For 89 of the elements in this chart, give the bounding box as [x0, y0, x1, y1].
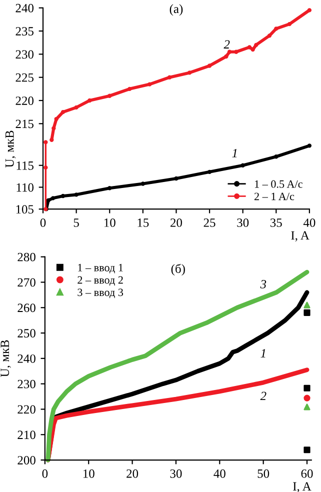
annotation: 2	[260, 392, 266, 400]
point	[187, 70, 192, 75]
point	[234, 50, 238, 54]
legend-label: 2 – ввод 2	[78, 276, 123, 286]
y-axis-title: U, мкВ	[6, 130, 16, 168]
y-tick-label: 250	[18, 329, 36, 338]
x-tick-label: 5	[74, 218, 79, 227]
point	[46, 198, 50, 202]
point	[304, 309, 310, 316]
y-tick-label: 280	[18, 252, 36, 262]
point	[247, 45, 252, 50]
point	[128, 86, 132, 92]
x-tick-label: 60	[301, 469, 313, 478]
legend-label: 1 – 0.5 A/c	[254, 180, 302, 188]
point	[167, 75, 172, 80]
point	[52, 126, 56, 130]
y-tick-label: 110	[16, 183, 34, 192]
x-tick-label: 0	[40, 218, 46, 227]
x-axis-title: I, A	[293, 482, 312, 492]
point	[227, 50, 232, 54]
point	[307, 8, 312, 12]
x-tick-label: 10	[83, 469, 94, 478]
point	[267, 34, 272, 38]
x-tick-label: 20	[126, 469, 138, 478]
y-tick-label: 240	[18, 354, 36, 363]
y-tick-label: 215	[16, 120, 34, 128]
y-tick-label: 220	[16, 96, 34, 105]
x-tick-label: 40	[303, 218, 316, 227]
point	[148, 82, 152, 86]
legend-label: 3 – ввод 3	[78, 288, 124, 298]
x-tick-label: 15	[138, 218, 149, 227]
point	[224, 54, 228, 59]
point	[54, 116, 58, 122]
annotation: 1	[232, 148, 237, 158]
y-tick-label: 230	[18, 380, 36, 388]
point	[174, 176, 178, 181]
x-tick-label: 40	[214, 469, 226, 478]
point	[88, 98, 92, 103]
point	[304, 446, 310, 454]
annotation: 2	[224, 40, 230, 48]
x-tick-label: 0	[42, 469, 48, 478]
x-tick-label: 10	[104, 218, 116, 227]
point	[304, 302, 310, 308]
legend-label: 2 – 1 A/c	[254, 192, 294, 200]
point	[108, 186, 112, 190]
point	[207, 170, 212, 174]
point	[44, 165, 48, 170]
point	[44, 140, 48, 144]
y-tick-label: 270	[18, 278, 36, 287]
x-tick-label: 50	[258, 469, 270, 478]
y-tick-label: 260	[18, 304, 36, 312]
point	[274, 154, 278, 159]
text: (б)	[171, 264, 185, 276]
y-tick-label: 230	[16, 50, 34, 59]
legend-label: 1 – ввод 1	[78, 264, 123, 274]
x-axis-title: I, A	[291, 231, 310, 242]
x-tick-label: 30	[170, 469, 182, 478]
point	[60, 110, 66, 114]
point	[287, 22, 292, 26]
y-tick-label: 225	[16, 73, 34, 82]
point	[274, 26, 278, 31]
point	[207, 64, 212, 68]
x-tick-label: 25	[204, 218, 216, 227]
y-tick-label: 200	[18, 456, 36, 464]
y-axis-title: U, мкВ	[0, 340, 11, 377]
y-tick-label: 240	[16, 4, 34, 12]
point	[74, 105, 78, 110]
point	[304, 404, 310, 410]
y-tick-label: 210	[18, 430, 36, 440]
y-tick-label: 220	[18, 405, 36, 414]
x-tick-label: 30	[237, 218, 249, 227]
point	[50, 196, 56, 200]
y-tick-label: 115	[16, 161, 34, 170]
point	[304, 384, 310, 392]
x-tick-label: 20	[170, 218, 182, 227]
y-tick-label: 235	[16, 27, 34, 36]
point	[50, 138, 54, 142]
chart-title: (a)	[170, 4, 183, 16]
point	[60, 194, 66, 198]
point	[254, 42, 258, 48]
point	[74, 192, 78, 197]
x-tick-label: 35	[270, 218, 282, 227]
point	[240, 163, 245, 168]
y-tick-label: 105	[16, 205, 34, 214]
annotation: 1	[260, 349, 266, 358]
point	[304, 394, 310, 402]
point	[108, 94, 112, 98]
point	[307, 144, 312, 148]
annotation: 3	[260, 280, 266, 288]
